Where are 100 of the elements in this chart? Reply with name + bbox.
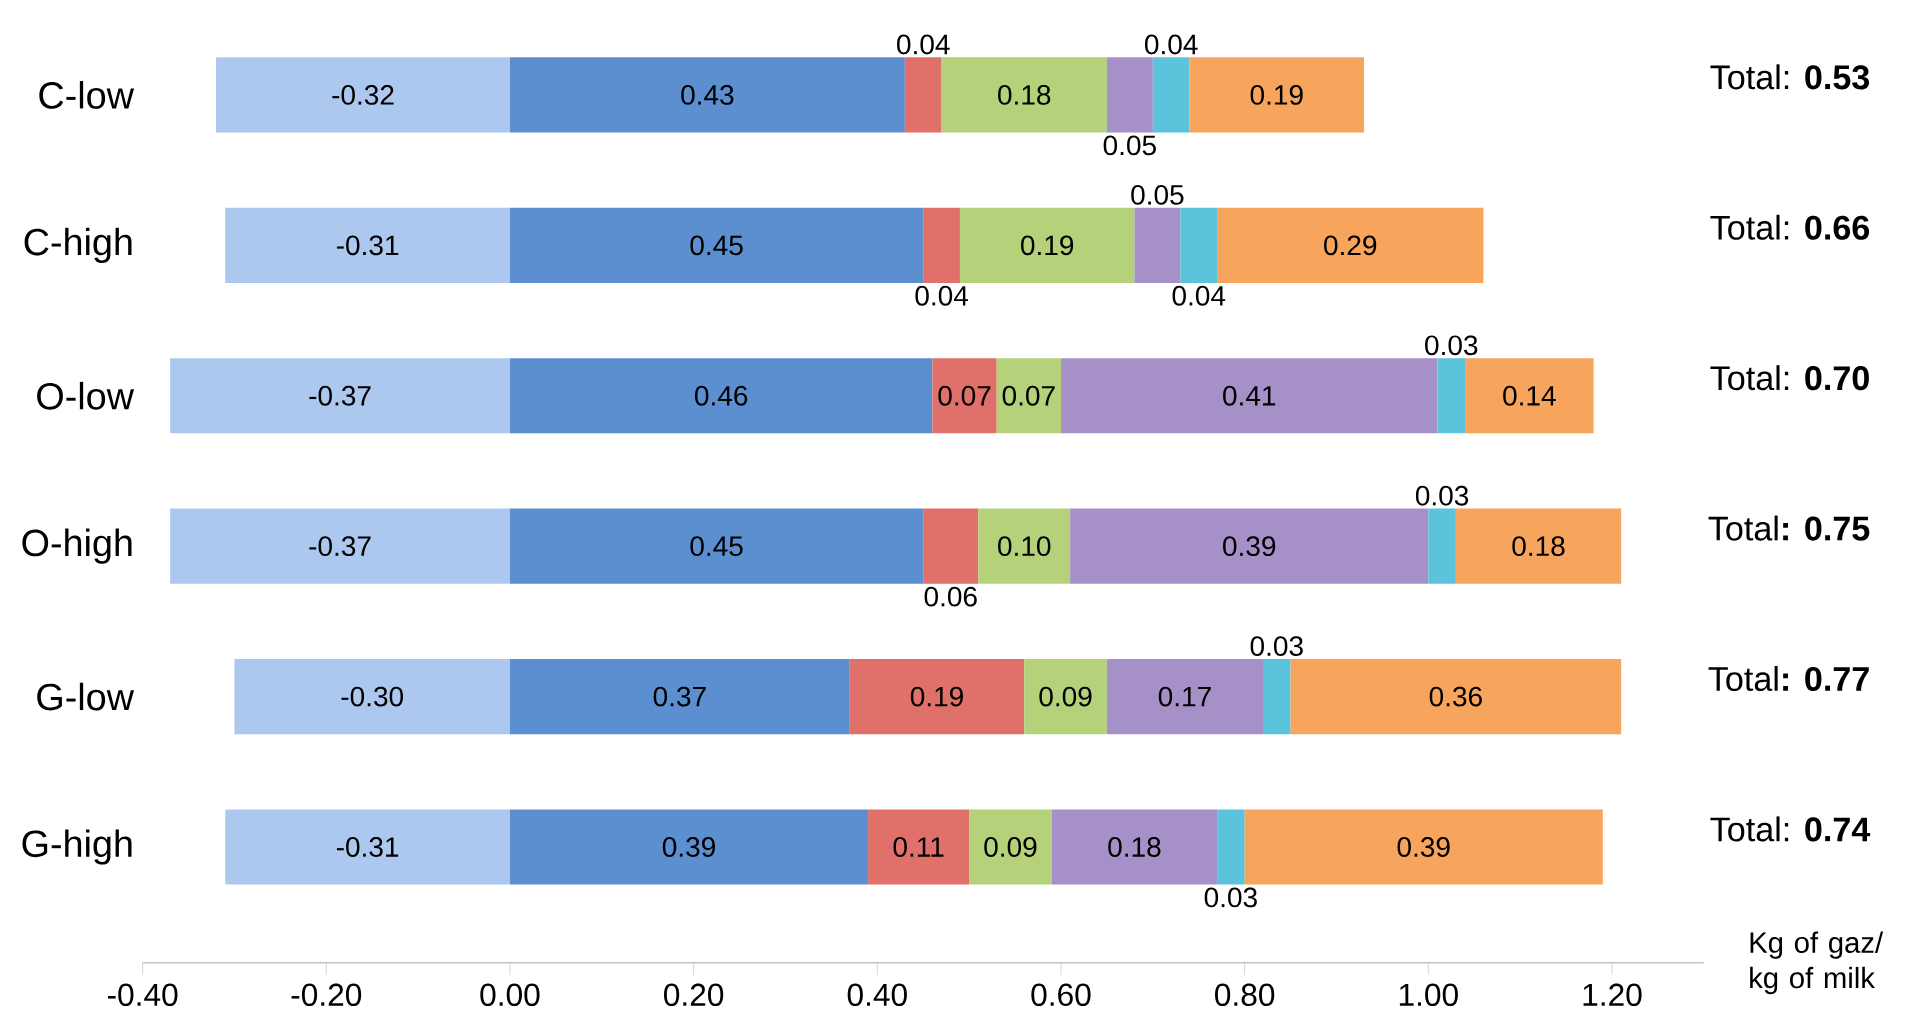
data-label: 0.17	[1158, 686, 1211, 707]
data-label: -0.37	[309, 536, 371, 556]
bar	[923, 207, 960, 283]
data-label: 0.07	[1002, 385, 1055, 406]
bar	[225, 809, 510, 885]
bar	[216, 57, 510, 133]
bar	[932, 357, 997, 434]
data-label: 0.11	[893, 836, 944, 857]
bar	[1106, 57, 1153, 133]
data-label: 0.05	[1103, 135, 1156, 156]
bar	[1180, 207, 1218, 283]
x-tick-label: 0.80	[1215, 983, 1275, 1006]
bar	[234, 658, 510, 734]
bar	[1244, 809, 1603, 885]
text: Total: 0.53	[1710, 64, 1870, 90]
bar	[969, 809, 1052, 885]
data-label: 0.39	[1223, 536, 1276, 556]
data-label: 0.39	[1397, 836, 1450, 857]
bar	[170, 508, 510, 584]
x-tick-label: 0.60	[1031, 983, 1091, 1006]
y-tick-label: C-high	[24, 227, 132, 263]
data-label: -0.30	[341, 686, 404, 707]
data-label: 0.05	[1131, 184, 1184, 205]
data-label: 0.14	[1503, 385, 1556, 406]
y-tick-label: O-low	[37, 381, 135, 410]
bar	[923, 508, 979, 584]
bar	[868, 809, 970, 885]
bar	[1060, 357, 1438, 434]
bar	[1189, 57, 1365, 133]
data-label: 0.36	[1429, 686, 1482, 707]
text: Total: 0.70	[1710, 364, 1869, 391]
bar	[509, 57, 905, 133]
data-label: 0.41	[1223, 385, 1276, 406]
bar	[509, 508, 924, 584]
data-label: -0.37	[309, 385, 371, 406]
data-label: 0.04	[1145, 34, 1198, 55]
bar	[1263, 658, 1291, 734]
y-tick-label: G-low	[37, 682, 135, 711]
bar	[941, 57, 1107, 133]
data-label: 0.19	[910, 686, 963, 707]
y-tick-label: G-high	[22, 829, 132, 865]
x-tick-label: 1.00	[1399, 983, 1458, 1006]
text: Total: 0.66	[1710, 214, 1870, 240]
y-tick-label: C-low	[39, 80, 135, 109]
bar	[1106, 658, 1264, 734]
bar	[996, 357, 1061, 434]
data-label: 0.03	[1204, 887, 1257, 908]
bar	[1051, 809, 1218, 885]
bar	[170, 357, 510, 434]
data-label: 0.46	[695, 385, 748, 406]
bar	[959, 207, 1135, 283]
x-tick-label: 0.00	[480, 983, 540, 1006]
bar	[1455, 508, 1622, 584]
text: Total: 0.74	[1710, 816, 1871, 842]
x-axis-title: Kg of gaz/ kg of milk	[1750, 931, 1884, 994]
bar	[509, 809, 869, 885]
bar	[1290, 658, 1622, 734]
bar	[509, 658, 850, 734]
x-tick-label: -0.40	[107, 983, 178, 1006]
data-label: 0.29	[1324, 235, 1377, 256]
bar	[849, 658, 1025, 734]
data-label: 0.06	[924, 586, 977, 607]
data-label: 0.43	[681, 84, 734, 105]
data-label: 0.09	[984, 836, 1037, 857]
data-label: 0.19	[1021, 235, 1074, 256]
bar	[904, 57, 942, 133]
bar	[1152, 57, 1190, 133]
data-label: -0.31	[336, 836, 399, 857]
data-label: 0.45	[690, 235, 743, 256]
data-label: 0.18	[1512, 536, 1565, 556]
data-label: 0.04	[915, 285, 969, 306]
bar	[509, 207, 924, 283]
data-label: 0.07	[938, 385, 991, 406]
bar	[1217, 207, 1484, 283]
text: Total: 0.77	[1708, 665, 1869, 691]
text: Total: 0.75	[1708, 515, 1870, 541]
data-label: 0.09	[1039, 686, 1092, 707]
bar	[978, 508, 1071, 584]
x-tick-label: 1.20	[1583, 983, 1642, 1006]
data-label: 0.03	[1250, 636, 1303, 656]
data-label: 0.04	[897, 34, 950, 55]
data-label: 0.04	[1172, 285, 1226, 306]
bar	[1217, 809, 1245, 885]
data-label: 0.03	[1425, 335, 1478, 356]
x-tick-label: 0.20	[664, 983, 724, 1006]
data-label: 0.18	[1108, 836, 1161, 857]
bar	[1134, 207, 1181, 283]
data-label: 0.19	[1250, 84, 1303, 105]
data-label: 0.39	[662, 836, 715, 857]
data-label: -0.32	[332, 84, 394, 105]
bar	[1024, 658, 1107, 734]
bar	[1070, 508, 1429, 584]
bar	[225, 207, 510, 283]
data-label: 0.45	[690, 536, 743, 556]
data-label: 0.37	[653, 686, 706, 707]
bar	[1437, 357, 1466, 434]
data-label: 0.03	[1415, 485, 1469, 506]
y-tick-label: O-high	[22, 528, 132, 564]
x-tick-label: 0.40	[847, 983, 907, 1006]
bar	[1428, 508, 1456, 584]
